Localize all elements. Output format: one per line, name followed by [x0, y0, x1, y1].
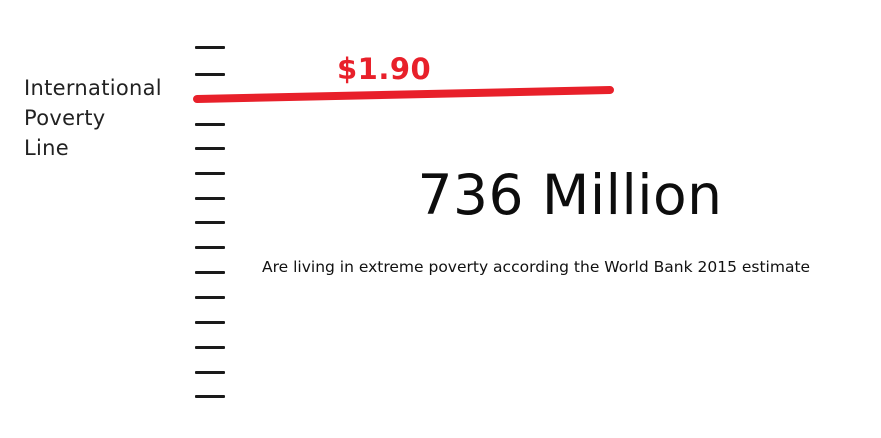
scale-tick	[195, 371, 225, 374]
label-line-2: Poverty	[24, 106, 106, 130]
scale-tick	[195, 46, 225, 49]
scale-tick	[195, 123, 225, 126]
headline-count: 736 Million	[417, 163, 723, 227]
label-line-3: Line	[24, 136, 69, 160]
label-line-1: International	[24, 76, 162, 100]
scale-tick	[195, 73, 225, 76]
scale-tick	[195, 321, 225, 324]
scale-tick	[195, 172, 225, 175]
scale-tick	[195, 221, 225, 224]
scale-tick	[195, 246, 225, 249]
scale-tick	[195, 296, 225, 299]
caption-text: Are living in extreme poverty according …	[262, 258, 811, 276]
threshold-line	[193, 86, 614, 103]
scale-tick	[195, 346, 225, 349]
scale-tick	[195, 271, 225, 274]
scale-tick	[195, 395, 225, 398]
poverty-line-label: International Poverty Line	[24, 73, 184, 163]
scale-tick	[195, 197, 225, 200]
threshold-value: $1.90	[337, 52, 432, 86]
scale-tick	[195, 147, 225, 150]
